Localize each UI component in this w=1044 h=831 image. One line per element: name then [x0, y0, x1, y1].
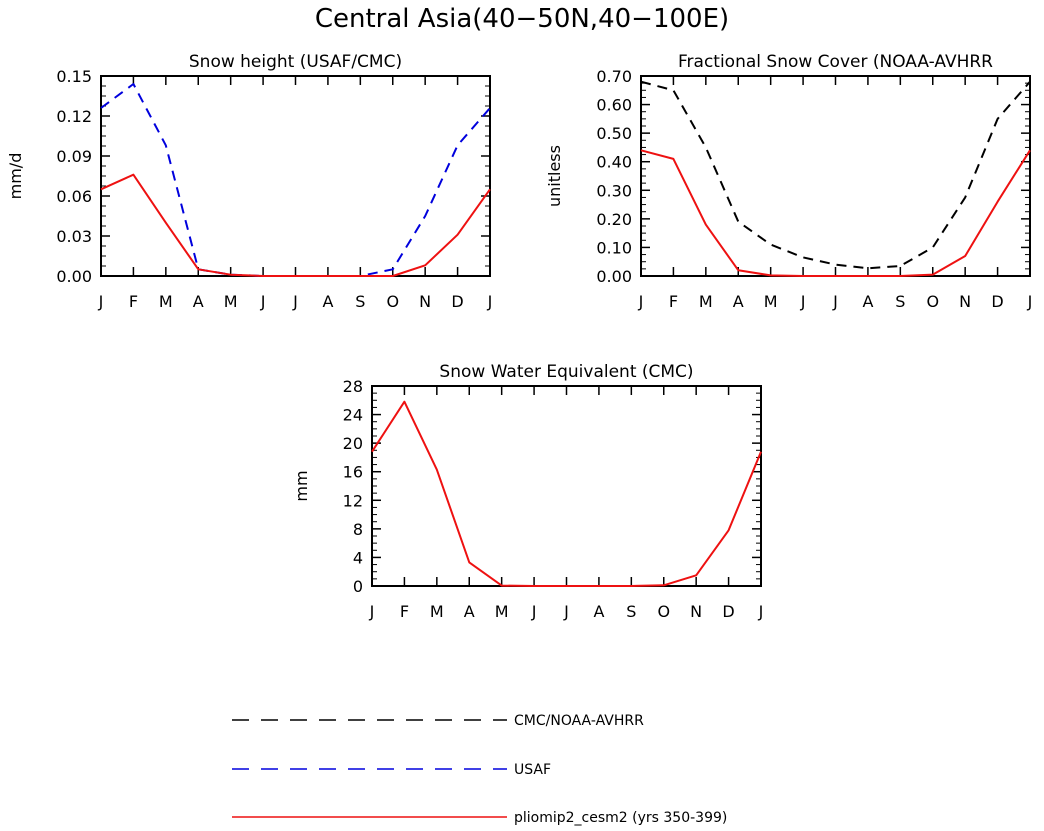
- y-tick-label: 24: [343, 406, 363, 425]
- plot-frame: [371, 385, 762, 587]
- series-line-pliomip2-cesm2-yrs-350-399: [640, 149, 1031, 277]
- series-line-pliomip2-cesm2-yrs-350-399: [100, 173, 491, 277]
- legend-label: CMC/NOAA-AVHRR: [514, 713, 644, 729]
- x-tick-label: J: [832, 292, 838, 311]
- x-tick-label: J: [758, 602, 764, 621]
- x-tick-label: O: [386, 292, 399, 311]
- y-tick-label: 0.06: [56, 187, 92, 206]
- chart-snow-height: J F M A M J J A S O N D J 0.00 0.03 0.06 0.09 0.12 0.15 Sno…: [6, 52, 492, 311]
- x-tick-label: A: [193, 292, 204, 311]
- x-tick-label: J: [563, 602, 569, 621]
- x-tick-label: M: [764, 292, 778, 311]
- x-tick-label: A: [464, 602, 475, 621]
- panel-title: Snow height (USAF/CMC): [189, 52, 402, 72]
- chart-fractional-snow-cover: J F M A M J J A S O N D J 0.00 0.10 0.20 0.30 0.40 0.50 0.6…: [545, 52, 1032, 311]
- y-tick-label: 8: [353, 520, 363, 539]
- x-tick-label: J: [1027, 292, 1033, 311]
- x-tick-label: F: [669, 292, 678, 311]
- y-tick-label: 0.30: [596, 181, 632, 200]
- chart-panels: J F M A M J J A S O N D J 0.00 0.03 0.06 0.09 0.12 0.15 Sno…: [6, 52, 1032, 621]
- x-tick-label: A: [862, 292, 873, 311]
- y-tick-label: 0.03: [56, 227, 92, 246]
- x-tick-label: A: [733, 292, 744, 311]
- y-axis-label: unitless: [545, 145, 564, 207]
- y-tick-label: 28: [343, 377, 363, 396]
- y-tick-label: 0.12: [56, 107, 92, 126]
- y-axis-label: mm: [292, 470, 311, 501]
- y-tick-label: 0.00: [596, 267, 632, 286]
- y-tick-label: 0.60: [596, 96, 632, 115]
- series-line-usaf: [100, 83, 491, 277]
- x-tick-label: J: [292, 292, 298, 311]
- x-tick-label: J: [800, 292, 806, 311]
- x-tick-label: D: [991, 292, 1003, 311]
- figure-title: Central Asia(40−50N,40−100E): [315, 4, 729, 34]
- x-tick-label: J: [98, 292, 104, 311]
- x-tick-label: N: [690, 602, 702, 621]
- x-tick-label: M: [430, 602, 444, 621]
- y-tick-label: 0.09: [56, 147, 92, 166]
- x-tick-label: F: [400, 602, 409, 621]
- x-tick-label: S: [355, 292, 365, 311]
- y-tick-label: 0.20: [596, 210, 632, 229]
- x-tick-label: M: [159, 292, 173, 311]
- legend-label: USAF: [514, 762, 551, 778]
- y-tick-label: 0.70: [596, 67, 632, 86]
- x-tick-label: M: [224, 292, 238, 311]
- series-line-pliomip2-cesm2-yrs-350-399: [371, 400, 762, 587]
- x-tick-label: M: [495, 602, 509, 621]
- y-tick-label: 4: [353, 548, 363, 567]
- legend: CMC/NOAA-AVHRR USAF pliomip2_cesm2 (yrs 35…: [232, 713, 727, 826]
- x-tick-label: J: [369, 602, 375, 621]
- y-tick-label: 0: [353, 577, 363, 596]
- x-tick-label: J: [260, 292, 266, 311]
- y-tick-label: 0.15: [56, 67, 92, 86]
- x-tick-label: N: [959, 292, 971, 311]
- y-tick-label: 0.10: [596, 238, 632, 257]
- x-tick-label: O: [657, 602, 670, 621]
- x-tick-label: N: [419, 292, 431, 311]
- y-tick-label: 20: [343, 434, 363, 453]
- y-axis-label: mm/d: [6, 153, 25, 200]
- plot-frame: [100, 75, 491, 277]
- x-tick-label: D: [451, 292, 463, 311]
- y-tick-label: 0.00: [56, 267, 92, 286]
- y-tick-label: 0.50: [596, 124, 632, 143]
- x-tick-label: A: [593, 602, 604, 621]
- x-tick-label: S: [895, 292, 905, 311]
- y-tick-label: 0.40: [596, 153, 632, 172]
- panel-title: Fractional Snow Cover (NOAA-AVHRR: [678, 52, 993, 72]
- x-tick-label: M: [699, 292, 713, 311]
- y-tick-label: 12: [343, 491, 363, 510]
- x-tick-label: O: [926, 292, 939, 311]
- x-tick-label: J: [487, 292, 493, 311]
- x-tick-label: F: [129, 292, 138, 311]
- x-tick-label: D: [722, 602, 734, 621]
- legend-label: pliomip2_cesm2 (yrs 350-399): [514, 810, 727, 826]
- x-tick-label: A: [322, 292, 333, 311]
- x-tick-label: J: [638, 292, 644, 311]
- x-tick-label: S: [626, 602, 636, 621]
- series-line-noaa-avhrr: [640, 80, 1031, 270]
- panel-title: Snow Water Equivalent (CMC): [439, 362, 693, 382]
- y-tick-label: 16: [343, 463, 363, 482]
- x-tick-label: J: [531, 602, 537, 621]
